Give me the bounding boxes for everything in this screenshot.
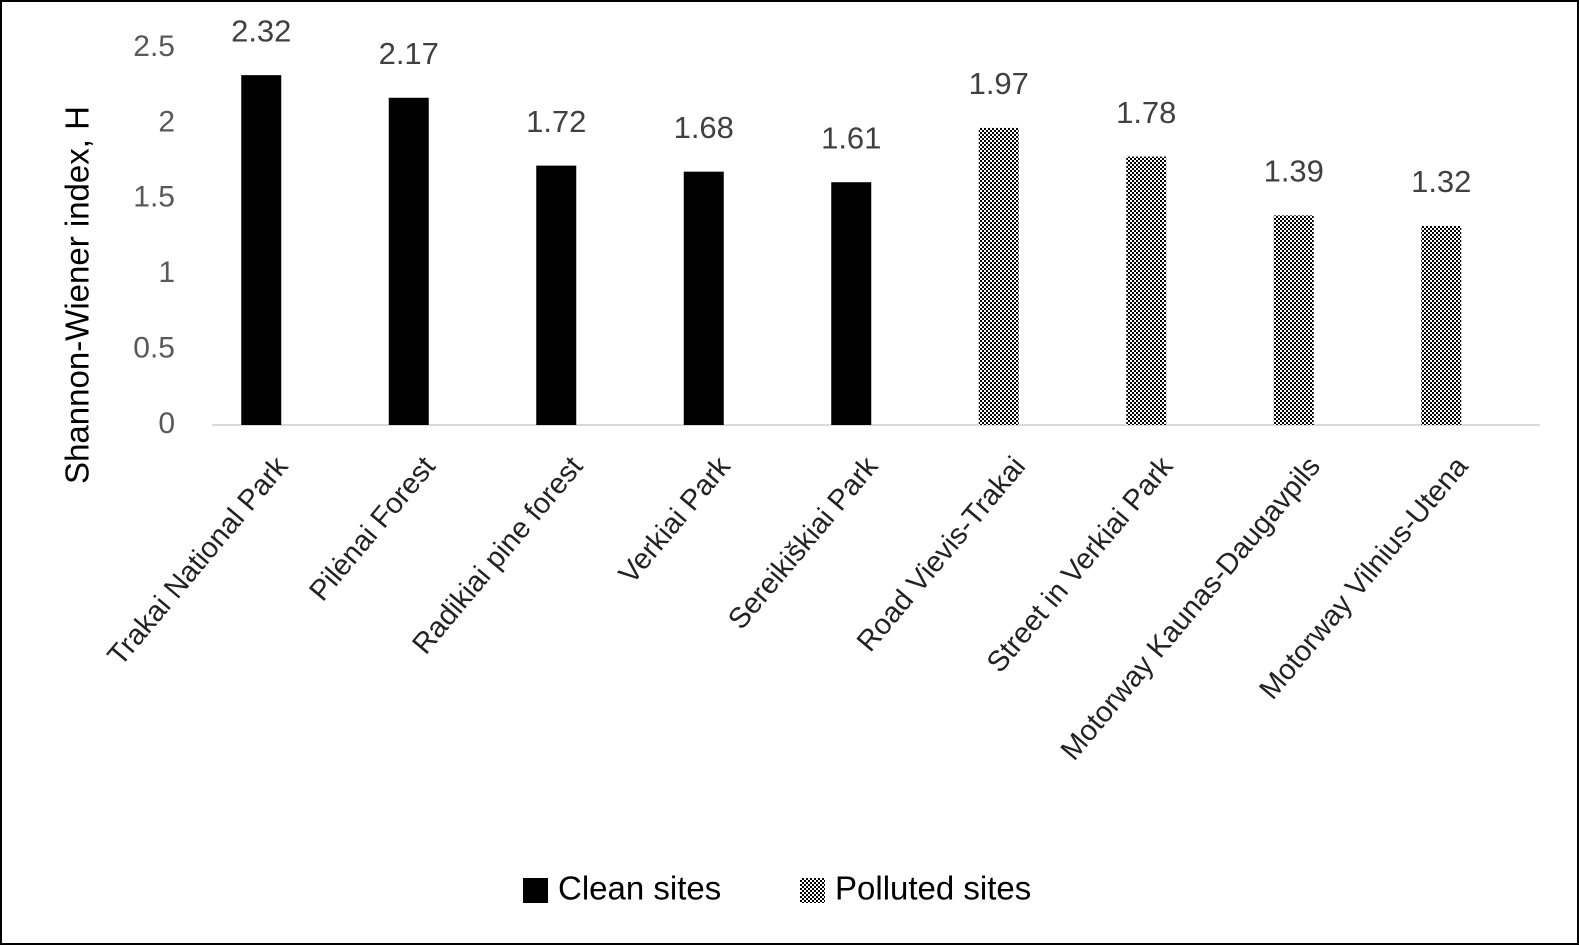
legend-label: Clean sites bbox=[558, 870, 721, 907]
y-tick-label: 0 bbox=[158, 407, 175, 440]
y-axis-title: Shannon-Wiener index, H bbox=[59, 106, 96, 484]
y-tick-label: 1.5 bbox=[133, 181, 175, 214]
bar bbox=[831, 182, 872, 425]
y-tick-label: 2 bbox=[158, 105, 175, 138]
bar bbox=[536, 165, 577, 425]
data-label: 1.61 bbox=[821, 120, 881, 155]
bar bbox=[683, 171, 724, 425]
y-tick-label: 2.5 bbox=[133, 30, 175, 63]
data-label: 1.78 bbox=[1116, 95, 1176, 130]
legend-swatch bbox=[800, 878, 825, 903]
data-label: 1.32 bbox=[1411, 164, 1471, 199]
data-label: 2.32 bbox=[231, 13, 291, 48]
y-tick-label: 0.5 bbox=[133, 332, 175, 365]
bar bbox=[1273, 215, 1314, 425]
legend-swatch bbox=[523, 878, 548, 903]
bar bbox=[241, 75, 282, 426]
data-label: 1.97 bbox=[969, 66, 1029, 101]
y-tick-label: 1 bbox=[158, 256, 175, 289]
data-label: 1.68 bbox=[674, 110, 734, 145]
bar bbox=[1421, 225, 1462, 425]
bar bbox=[1126, 156, 1167, 426]
data-label: 2.17 bbox=[379, 36, 439, 71]
data-label: 1.39 bbox=[1264, 154, 1324, 189]
bar bbox=[978, 127, 1019, 425]
data-label: 1.72 bbox=[526, 104, 586, 139]
bar bbox=[388, 97, 429, 425]
legend-label: Polluted sites bbox=[835, 870, 1031, 907]
